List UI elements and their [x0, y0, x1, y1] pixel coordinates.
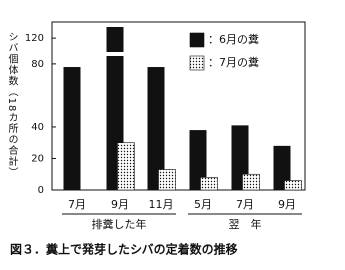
bar — [158, 169, 176, 191]
caption: 図３．糞上で発芽したシバの定着数の推移 — [10, 242, 238, 257]
bar — [63, 67, 81, 190]
plot-frame — [51, 21, 306, 191]
y-tick-label: 40 — [31, 122, 44, 133]
legend-label: ：6月の糞 — [208, 32, 259, 46]
x-tick-label: 5月 — [194, 198, 212, 211]
y-axis-label: シバ個体数（18カ所の合計） — [6, 32, 18, 179]
axis-break — [105, 52, 125, 56]
bar — [231, 125, 249, 190]
x-tick-label: 7月 — [236, 198, 254, 211]
y-tick-label: 20 — [31, 153, 44, 164]
x-tick-label: 7月 — [68, 198, 86, 211]
legend-swatch — [189, 32, 205, 48]
group-label: 排糞した年 — [92, 217, 147, 231]
x-tick-label: 9月 — [111, 198, 129, 211]
x-tick-label: 11月 — [149, 198, 174, 211]
group-label: 翌 年 — [229, 217, 262, 231]
x-tick-label: 9月 — [278, 198, 296, 211]
legend-swatch — [189, 55, 205, 71]
y-tick-label: 120 — [25, 33, 44, 44]
bar — [273, 145, 291, 190]
bar — [189, 130, 207, 190]
bar — [200, 177, 218, 191]
bar — [284, 180, 302, 191]
bar — [147, 67, 165, 190]
y-tick-label: 80 — [31, 59, 44, 70]
bar — [242, 173, 260, 191]
bar — [117, 142, 135, 191]
y-tick-label: 0 — [38, 185, 44, 196]
legend-label: ：7月の糞 — [208, 55, 259, 69]
